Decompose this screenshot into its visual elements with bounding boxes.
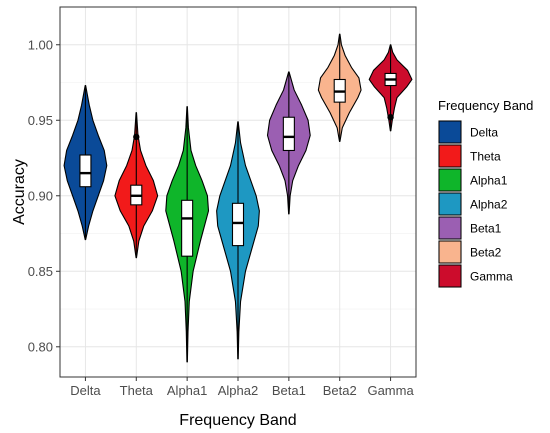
legend-swatch <box>438 120 462 144</box>
plot-area <box>59 6 417 378</box>
iqr-box <box>231 202 245 247</box>
legend-swatch <box>438 240 462 264</box>
violin-delta <box>63 84 108 241</box>
y-tick-label: 1.00 <box>28 37 53 52</box>
y-tick-label: 0.90 <box>28 188 53 203</box>
legend-item-beta1: Beta1 <box>438 216 502 240</box>
x-tick-label: Gamma <box>367 383 414 398</box>
violin-gamma <box>368 44 413 132</box>
legend-item-alpha2: Alpha2 <box>438 192 508 216</box>
legend-item-alpha1: Alpha1 <box>438 168 508 192</box>
y-axis: 0.80 0.85 0.90 0.95 1.00 <box>28 37 60 354</box>
iqr-box <box>79 154 92 188</box>
iqr-box <box>181 199 194 257</box>
legend-label: Theta <box>470 150 501 164</box>
violin-beta2 <box>317 33 362 142</box>
legend-items: Delta Theta Alpha1 Alpha2 Beta1 Beta2 Gamma <box>438 120 513 288</box>
legend-label: Alpha1 <box>470 174 508 188</box>
legend-swatch <box>438 144 462 168</box>
violin-beta1 <box>266 71 311 215</box>
x-axis-title: Frequency Band <box>179 412 296 429</box>
y-tick-label: 0.95 <box>28 113 53 128</box>
iqr-box <box>282 116 295 152</box>
legend: Frequency Band Delta Theta Alpha1 Alpha2 Bet… <box>438 98 533 288</box>
legend-label: Alpha2 <box>470 198 508 212</box>
violin-alpha2 <box>216 121 260 360</box>
legend-item-beta2: Beta2 <box>438 240 502 264</box>
x-tick-label: Alpha1 <box>167 383 207 398</box>
x-tick-label: Theta <box>120 383 154 398</box>
outlier-point <box>133 133 140 141</box>
violin-alpha1 <box>165 106 210 363</box>
y-tick-label: 0.85 <box>28 264 53 279</box>
legend-swatch <box>438 216 462 240</box>
legend-item-delta: Delta <box>438 120 498 144</box>
outlier-point <box>387 114 394 121</box>
y-axis-title: Accuracy <box>11 159 28 225</box>
x-tick-label: Alpha2 <box>218 383 258 398</box>
legend-label: Gamma <box>470 270 513 284</box>
x-tick-label: Beta2 <box>323 383 357 398</box>
violin-theta <box>114 112 159 259</box>
x-axis: Delta Theta Alpha1 Alpha2 Beta1 Beta2 Gamma <box>70 377 414 398</box>
legend-label: Beta1 <box>470 222 502 236</box>
y-tick-label: 0.80 <box>28 339 53 354</box>
x-tick-label: Beta1 <box>272 383 306 398</box>
x-tick-label: Delta <box>70 383 101 398</box>
legend-swatch <box>438 264 462 288</box>
legend-title: Frequency Band <box>438 98 533 113</box>
legend-item-gamma: Gamma <box>438 264 513 288</box>
legend-label: Delta <box>470 126 498 140</box>
legend-swatch <box>438 192 462 216</box>
legend-item-theta: Theta <box>438 144 501 168</box>
violins <box>63 33 413 363</box>
legend-swatch <box>438 168 462 192</box>
legend-label: Beta2 <box>470 246 502 260</box>
